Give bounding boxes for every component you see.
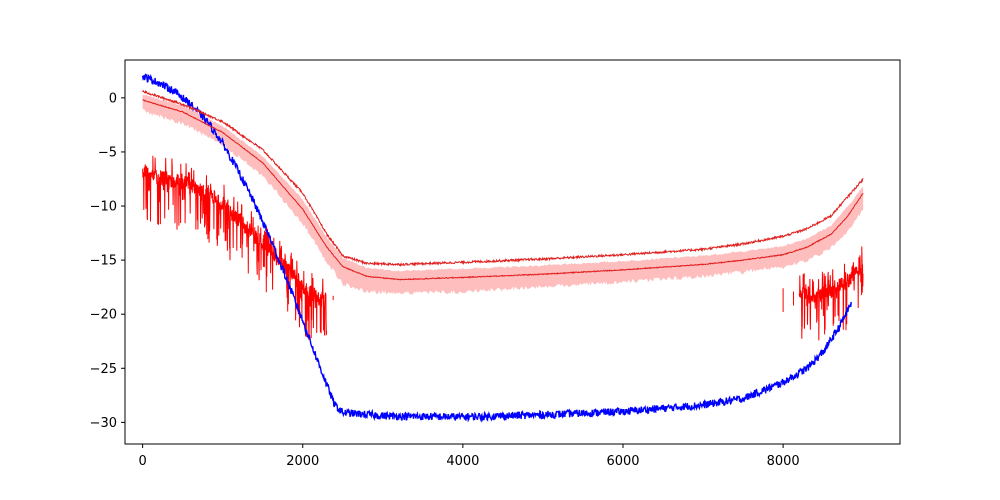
series-line-red_noisy_right: [798, 246, 864, 341]
y-tick-label: −25: [90, 362, 117, 377]
y-tick-label: −30: [90, 416, 117, 431]
y-tick-label: −10: [90, 200, 117, 215]
series-layer: [141, 73, 864, 423]
y-axis: 0 −5 −10 −15 −20 −25 −30: [90, 91, 125, 431]
x-tick-label: 4000: [446, 454, 479, 469]
y-tick-label: −20: [90, 308, 117, 323]
x-tick-label: 0: [138, 454, 146, 469]
x-tick-label: 2000: [286, 454, 319, 469]
plot-frame: [124, 59, 901, 445]
series-line-red_upper: [142, 89, 864, 267]
x-axis: 0 2000 4000 6000 8000: [138, 444, 800, 469]
y-tick-label: 0: [109, 91, 117, 106]
band-layer: [142, 94, 864, 295]
x-tick-label: 8000: [767, 454, 800, 469]
series-band: [142, 94, 864, 295]
series-line-red_mean: [142, 99, 864, 281]
y-tick-label: −15: [90, 254, 117, 269]
x-tick-label: 6000: [606, 454, 639, 469]
series-line-blue: [141, 73, 852, 423]
series-line-red_noisy_left: [142, 155, 328, 340]
y-tick-label: −5: [98, 145, 117, 160]
